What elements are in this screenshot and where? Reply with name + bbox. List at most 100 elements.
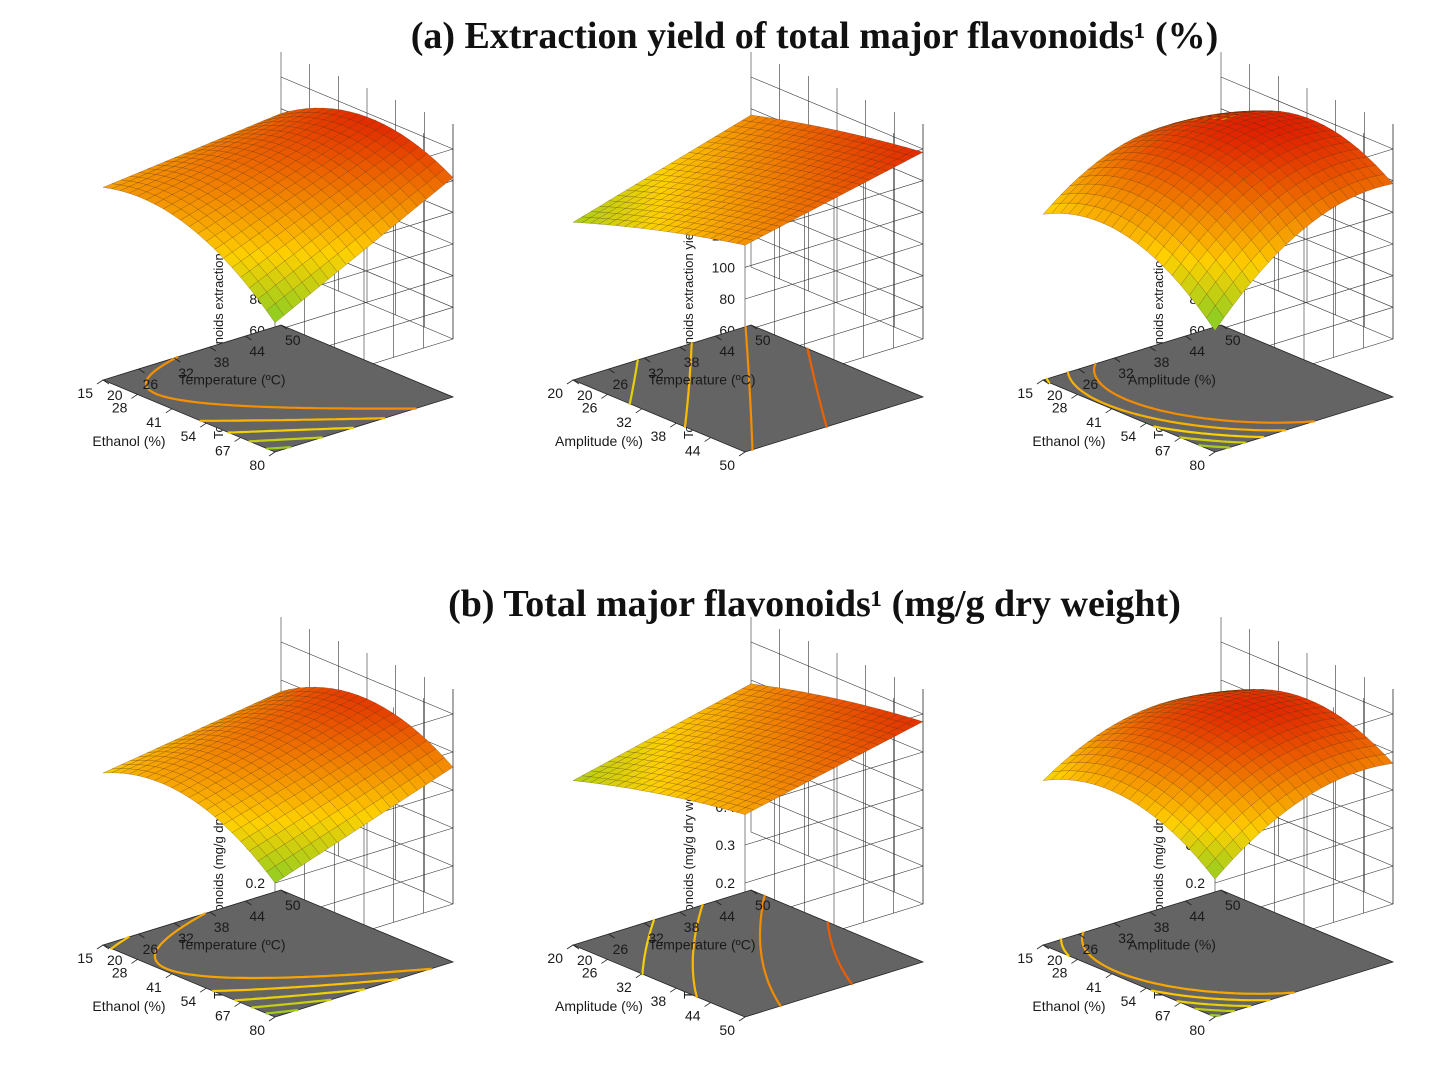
tick-mark	[601, 394, 608, 399]
tick-mark	[1220, 324, 1228, 330]
wall-gridline	[280, 641, 454, 715]
wall-gridline	[744, 243, 924, 300]
tick-mark	[138, 368, 145, 374]
tick-mark	[1139, 987, 1147, 993]
floor-contours	[1060, 931, 1295, 1017]
tick-mark	[572, 944, 580, 950]
contour-line	[691, 903, 704, 998]
floor-contours	[110, 912, 432, 1015]
tick-mark	[209, 346, 217, 352]
tick-mark	[199, 987, 207, 993]
tick-mark	[234, 437, 241, 442]
tick-mark	[669, 987, 677, 993]
left-tick-label: 15	[77, 950, 93, 966]
tick-mark	[704, 1002, 711, 1007]
tick-mark	[1105, 973, 1113, 979]
contour-line	[758, 894, 782, 1008]
section-title-a: (a) Extraction yield of total major flav…	[410, 15, 1219, 57]
right-tick-label: 26	[613, 941, 629, 957]
wall-gridline	[274, 275, 454, 331]
contour-line	[199, 417, 386, 422]
z-tick-label: 0.2	[1186, 875, 1206, 891]
left-tick-label: 26	[582, 964, 598, 980]
right-tick-label: 26	[143, 376, 159, 392]
contour-line	[234, 988, 366, 1002]
surface-mesh	[572, 114, 924, 246]
right-tick-label: 50	[1225, 332, 1241, 348]
wall-gridline	[744, 827, 924, 884]
contour-line	[1176, 1000, 1252, 1008]
contour-line	[1197, 444, 1231, 449]
left-tick-label: 15	[1017, 385, 1033, 401]
tick-mark	[572, 379, 580, 385]
contour-line	[1093, 362, 1315, 424]
right-tick-label: 26	[1083, 376, 1099, 392]
tick-mark	[1185, 900, 1192, 906]
z-tick-label: 0.2	[246, 875, 266, 891]
tick-mark	[268, 451, 276, 457]
contour-line	[1060, 938, 1271, 1002]
contour-line	[744, 325, 754, 451]
right-tick-label: 20	[577, 952, 593, 968]
wall-gridline	[750, 76, 924, 150]
wall-gridline	[1214, 827, 1394, 884]
left-tick-label: 20	[547, 950, 563, 966]
tick-mark	[738, 451, 746, 457]
right-axis-ticks: 20 26 32 38 44 50	[102, 324, 301, 403]
right-tick-label: 38	[684, 919, 700, 935]
contour-line	[1178, 436, 1247, 444]
left-axis-label: Ethanol (%)	[1032, 998, 1105, 1014]
left-tick-label: 15	[77, 385, 93, 401]
tick-mark	[608, 368, 615, 374]
right-tick-label: 50	[1225, 897, 1241, 913]
right-tick-label: 20	[1047, 387, 1063, 403]
tick-mark	[635, 973, 643, 979]
left-tick-label: 67	[1155, 1008, 1171, 1024]
left-tick-label: 32	[616, 414, 632, 430]
wall-gridline	[1220, 76, 1394, 150]
tick-mark	[280, 889, 288, 895]
tick-mark	[566, 379, 574, 385]
tick-mark	[209, 911, 217, 917]
tick-mark	[1071, 394, 1078, 399]
contour-line	[1209, 1014, 1221, 1017]
right-axis-ticks: 20 26 32 38 44 50	[102, 889, 301, 968]
contour-line	[1080, 931, 1295, 995]
tick-mark	[679, 346, 687, 352]
tick-mark	[1149, 911, 1157, 917]
right-tick-label: 38	[1154, 354, 1170, 370]
contour-line	[144, 356, 417, 410]
left-tick-label: 44	[685, 443, 701, 459]
contour-line	[110, 936, 399, 993]
tick-mark	[1113, 357, 1121, 363]
tick-mark	[738, 1016, 746, 1022]
tick-mark	[165, 973, 173, 979]
right-tick-label: 20	[107, 387, 123, 403]
contour-line	[826, 921, 853, 986]
tick-mark	[1113, 922, 1121, 928]
floor-contours	[144, 356, 417, 450]
tick-mark	[635, 408, 643, 414]
wall-gridline	[750, 641, 924, 715]
left-tick-label: 41	[146, 414, 162, 430]
right-axis-label: Amplitude (%)	[1128, 372, 1216, 388]
z-tick-label: 0.3	[716, 837, 736, 853]
contour-line	[806, 347, 828, 428]
right-tick-label: 26	[613, 376, 629, 392]
tick-mark	[1139, 422, 1147, 428]
right-tick-label: 32	[178, 365, 194, 381]
tick-mark	[643, 357, 651, 363]
tick-mark	[268, 1016, 276, 1022]
contour-line	[153, 912, 432, 980]
tick-mark	[245, 335, 252, 341]
left-tick-label: 32	[616, 979, 632, 995]
right-tick-label: 38	[214, 354, 230, 370]
tick-mark	[1185, 335, 1192, 341]
left-tick-label: 38	[651, 428, 667, 444]
tick-mark	[715, 335, 722, 341]
contour-line	[1194, 1007, 1236, 1013]
right-tick-label: 32	[648, 365, 664, 381]
left-tick-label: 20	[547, 385, 563, 401]
left-axis-label: Ethanol (%)	[92, 433, 165, 449]
left-axis-label: Amplitude (%)	[555, 433, 643, 449]
